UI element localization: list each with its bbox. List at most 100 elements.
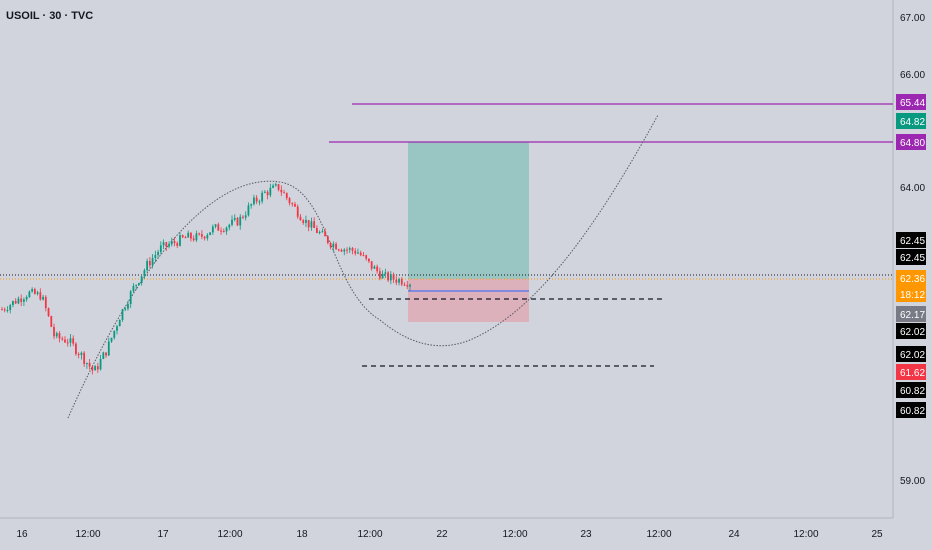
candle-body [198, 233, 201, 235]
price-label-text: 62.02 [900, 350, 925, 361]
candle-body [170, 241, 173, 245]
candle-body [335, 243, 337, 250]
candle-body [83, 352, 86, 364]
candle-body [318, 232, 321, 234]
candle-body [406, 285, 409, 287]
candle-body [3, 309, 6, 311]
candle-body [362, 255, 365, 257]
x-tick-label: 12:00 [646, 529, 671, 540]
candle-body [135, 284, 138, 286]
price-label-text: 62.02 [900, 327, 925, 338]
candle-body [173, 241, 176, 244]
x-tick-label: 12:00 [793, 529, 818, 540]
candle-body [343, 249, 346, 252]
candle-body [244, 215, 247, 218]
candle-body [346, 249, 348, 251]
candle-body [283, 192, 285, 194]
candle-body [190, 232, 192, 239]
candle-body [315, 228, 318, 233]
candle-body [326, 236, 329, 243]
candle-body [370, 261, 373, 269]
price-label-box [896, 382, 926, 398]
price-label-text: 64.80 [900, 138, 925, 149]
candle-body [329, 242, 332, 248]
x-tick-label: 18 [296, 529, 308, 540]
candle-body [305, 219, 307, 223]
candle-body [28, 291, 31, 298]
candle-body [72, 338, 75, 344]
candle-body [354, 250, 357, 254]
price-label-box [896, 232, 926, 248]
candle-body [39, 292, 42, 300]
candle-body [381, 273, 384, 279]
candle-body [195, 233, 198, 241]
candle-body [285, 193, 288, 199]
candle-body [231, 219, 233, 225]
candle-body [203, 236, 206, 239]
candle-body [211, 226, 214, 233]
candle-body [1, 309, 3, 311]
candle-body [250, 204, 253, 206]
candle-body [239, 216, 242, 226]
x-tick-label: 24 [728, 529, 740, 540]
target-zone [408, 142, 529, 279]
price-label-text: 62.45 [900, 253, 925, 264]
price-label-box [896, 270, 926, 286]
candle-body [400, 279, 403, 285]
price-label-text: 64.82 [900, 117, 925, 128]
candle-body [14, 300, 17, 304]
candle-body [291, 203, 294, 205]
price-label-box [896, 346, 926, 362]
price-label-text: 18:12 [900, 290, 925, 301]
candle-body [376, 266, 379, 272]
x-tick-label: 22 [436, 529, 448, 540]
price-label-text: 60.82 [900, 386, 925, 397]
candle-body [85, 363, 88, 365]
candle-body [269, 187, 272, 196]
candle-body [25, 297, 28, 300]
candle-body [357, 252, 359, 254]
candle-body [9, 305, 12, 310]
candle-body [94, 366, 97, 371]
candle-body [61, 338, 64, 340]
candle-body [187, 232, 190, 238]
candle-body [129, 291, 132, 305]
candle-body [348, 248, 351, 250]
y-tick-label: 64.00 [900, 183, 925, 194]
candle-body [228, 224, 231, 228]
candle-body [20, 298, 23, 302]
candle-body [77, 354, 80, 356]
candle-body [23, 299, 25, 302]
candle-body [6, 309, 9, 311]
candle-body [351, 248, 354, 251]
candle-body [340, 250, 343, 252]
price-label-box [896, 286, 926, 302]
candle-body [47, 308, 50, 317]
candle-body [42, 296, 44, 300]
candle-body [69, 338, 72, 343]
candle-body [55, 333, 58, 337]
candle-body [12, 300, 14, 306]
candle-body [140, 276, 143, 284]
x-tick-label: 12:00 [217, 529, 242, 540]
price-label-box [896, 364, 926, 380]
candle-body [168, 244, 170, 247]
x-tick-label: 12:00 [357, 529, 382, 540]
candle-body [151, 258, 154, 266]
x-tick-label: 17 [157, 529, 169, 540]
candle-body [110, 337, 113, 342]
candle-body [299, 216, 302, 221]
projection-curve [67, 114, 659, 419]
candle-body [91, 366, 94, 371]
candle-body [88, 363, 91, 367]
y-tick-label: 66.00 [900, 70, 925, 81]
candle-body [332, 243, 335, 248]
x-tick-label: 12:00 [75, 529, 100, 540]
candle-body [181, 235, 184, 238]
candle-body [378, 271, 381, 279]
candle-body [263, 191, 266, 193]
candle-body [368, 258, 370, 262]
candle-body [143, 270, 146, 277]
